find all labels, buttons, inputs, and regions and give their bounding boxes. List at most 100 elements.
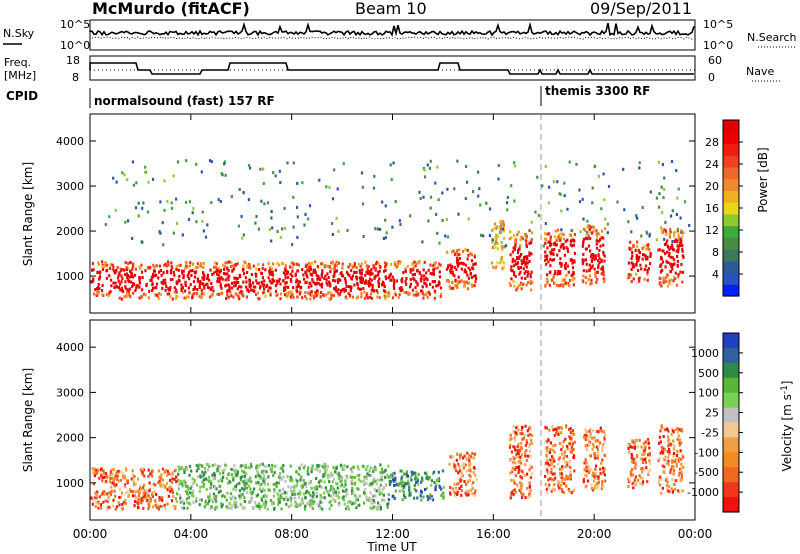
range-cell bbox=[192, 288, 195, 291]
range-cell bbox=[258, 297, 261, 301]
range-cell bbox=[454, 491, 457, 495]
range-cell bbox=[164, 262, 167, 266]
range-cell bbox=[630, 273, 633, 277]
range-cell bbox=[374, 266, 378, 270]
range-cell bbox=[525, 261, 528, 265]
range-cell bbox=[186, 487, 190, 491]
range-cell bbox=[491, 241, 494, 245]
range-cell bbox=[474, 274, 477, 278]
range-cell bbox=[333, 287, 336, 291]
range-cell bbox=[451, 455, 455, 459]
range-cell bbox=[394, 476, 397, 480]
range-cell bbox=[344, 281, 348, 285]
y-tick-label: 1000 bbox=[56, 270, 84, 283]
range-cell bbox=[660, 491, 663, 495]
range-cell bbox=[438, 262, 441, 266]
range-cell bbox=[469, 268, 472, 272]
range-cell bbox=[630, 261, 633, 265]
range-cell bbox=[524, 451, 527, 454]
colorbar-swatch bbox=[723, 482, 739, 498]
colorbar-tick-label: 28 bbox=[705, 136, 719, 149]
range-cell bbox=[173, 477, 176, 481]
range-cell bbox=[661, 260, 664, 264]
range-cell bbox=[178, 279, 181, 283]
range-cell bbox=[616, 200, 619, 204]
range-cell bbox=[295, 502, 298, 506]
range-cell bbox=[219, 478, 223, 482]
range-cell bbox=[528, 253, 531, 257]
range-cell bbox=[467, 490, 470, 493]
range-cell bbox=[519, 281, 523, 285]
range-cell bbox=[220, 286, 223, 290]
noise-right-tick-bottom: 10^0 bbox=[703, 39, 733, 52]
range-cell bbox=[278, 500, 281, 504]
range-cell bbox=[207, 495, 210, 499]
range-cell bbox=[316, 289, 319, 293]
range-cell bbox=[547, 438, 550, 442]
range-cell bbox=[369, 466, 372, 470]
range-cell bbox=[659, 281, 662, 285]
range-cell bbox=[285, 270, 288, 274]
range-cell bbox=[451, 487, 455, 491]
range-cell bbox=[260, 199, 263, 203]
range-cell bbox=[115, 180, 118, 184]
range-cell bbox=[666, 450, 669, 453]
range-cell bbox=[323, 277, 326, 280]
range-cell bbox=[667, 438, 670, 442]
range-cell bbox=[643, 277, 646, 281]
range-cell bbox=[113, 484, 116, 488]
range-cell bbox=[231, 264, 234, 268]
range-cell bbox=[261, 462, 264, 466]
range-cell bbox=[264, 465, 267, 469]
colorbar-tick-label: 4 bbox=[712, 268, 719, 281]
range-cell bbox=[583, 436, 586, 440]
range-cell bbox=[381, 488, 384, 491]
range-cell bbox=[552, 457, 555, 460]
range-cell bbox=[669, 255, 672, 259]
range-cell bbox=[333, 279, 337, 283]
range-cell bbox=[261, 267, 264, 270]
range-cell bbox=[258, 286, 262, 290]
range-cell bbox=[522, 282, 525, 286]
range-cell bbox=[631, 473, 634, 477]
range-cell bbox=[363, 290, 366, 294]
range-cell bbox=[667, 245, 670, 249]
velocity-scatter-data bbox=[90, 424, 685, 511]
range-cell bbox=[472, 471, 475, 474]
range-cell bbox=[585, 232, 588, 236]
range-cell bbox=[467, 266, 470, 270]
range-cell bbox=[372, 264, 375, 267]
range-cell bbox=[196, 288, 199, 291]
range-cell bbox=[144, 293, 147, 297]
range-cell bbox=[365, 495, 368, 499]
range-cell bbox=[531, 434, 534, 437]
range-cell bbox=[603, 467, 606, 471]
range-cell bbox=[270, 270, 273, 274]
range-cell bbox=[110, 474, 114, 478]
range-cell bbox=[275, 485, 278, 489]
range-cell bbox=[455, 469, 458, 473]
range-cell bbox=[339, 278, 342, 282]
range-cell bbox=[549, 238, 552, 242]
range-cell bbox=[590, 259, 593, 263]
range-cell bbox=[270, 210, 273, 213]
range-cell bbox=[595, 429, 598, 433]
range-cell bbox=[344, 489, 347, 493]
range-cell bbox=[432, 263, 435, 267]
range-cell bbox=[258, 487, 261, 491]
range-cell bbox=[100, 506, 103, 510]
range-cell bbox=[468, 461, 471, 465]
range-cell bbox=[384, 204, 387, 208]
range-cell bbox=[373, 276, 376, 280]
range-cell bbox=[139, 499, 142, 503]
range-cell bbox=[463, 454, 466, 458]
range-cell bbox=[175, 288, 178, 292]
range-cell bbox=[322, 474, 325, 478]
range-cell bbox=[123, 173, 126, 177]
range-cell bbox=[258, 281, 261, 285]
range-cell bbox=[185, 484, 188, 488]
range-cell bbox=[238, 297, 241, 301]
range-cell bbox=[591, 473, 594, 477]
range-cell bbox=[297, 284, 301, 288]
